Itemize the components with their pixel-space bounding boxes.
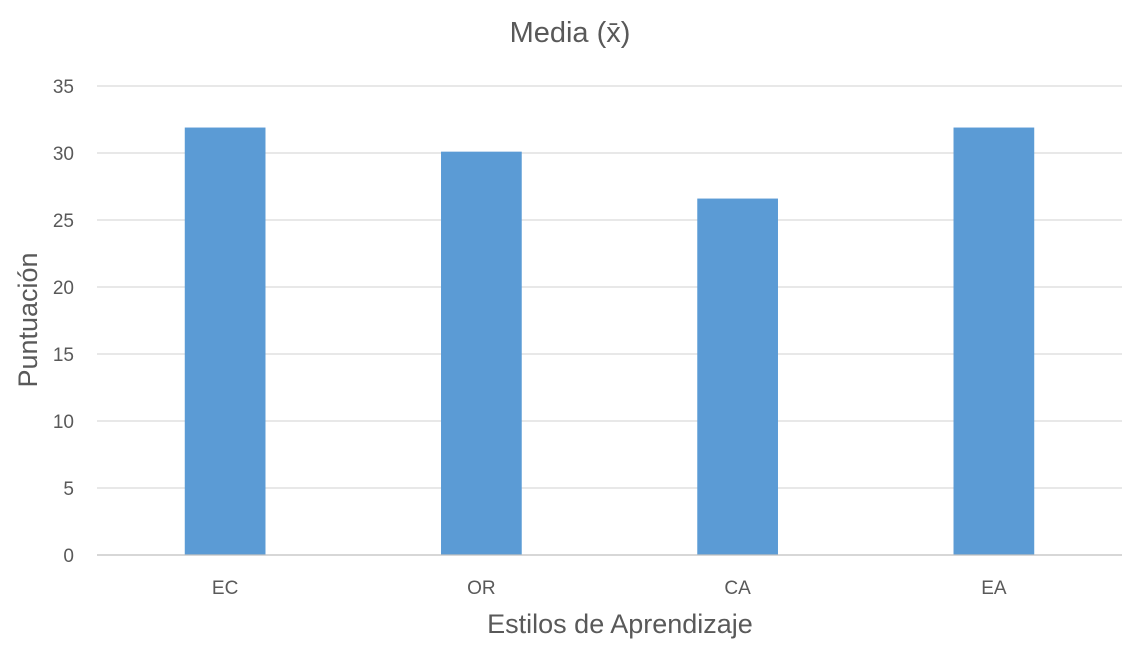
- x-tick-label: OR: [467, 578, 496, 599]
- y-tick-label: 0: [63, 546, 74, 567]
- bar-or: [441, 151, 522, 555]
- bar-ec: [184, 127, 266, 555]
- bar-ca: [697, 198, 778, 555]
- x-tick-label: EC: [212, 578, 238, 599]
- y-tick-label: 25: [53, 211, 74, 232]
- y-tick-label: 30: [53, 144, 74, 165]
- x-axis-title: Estilos de Aprendizaje: [487, 609, 753, 639]
- y-tick-label: 5: [63, 479, 74, 500]
- y-tick-label: 10: [53, 412, 74, 433]
- x-tick-label: EA: [981, 578, 1007, 599]
- y-tick-label: 15: [53, 345, 74, 366]
- x-tick-label: CA: [724, 578, 751, 599]
- y-tick-labels: 0 5 10 15 20 25 30 35: [53, 77, 74, 567]
- gridlines: [97, 85, 1122, 489]
- bar-ea: [953, 127, 1035, 555]
- x-tick-labels: EC OR CA EA: [212, 578, 1007, 599]
- y-tick-label: 35: [53, 77, 74, 98]
- y-tick-label: 20: [53, 278, 74, 299]
- bars: [184, 127, 1035, 555]
- chart-title: Media (x̄): [510, 17, 631, 49]
- y-axis-title: Puntuación: [13, 252, 43, 387]
